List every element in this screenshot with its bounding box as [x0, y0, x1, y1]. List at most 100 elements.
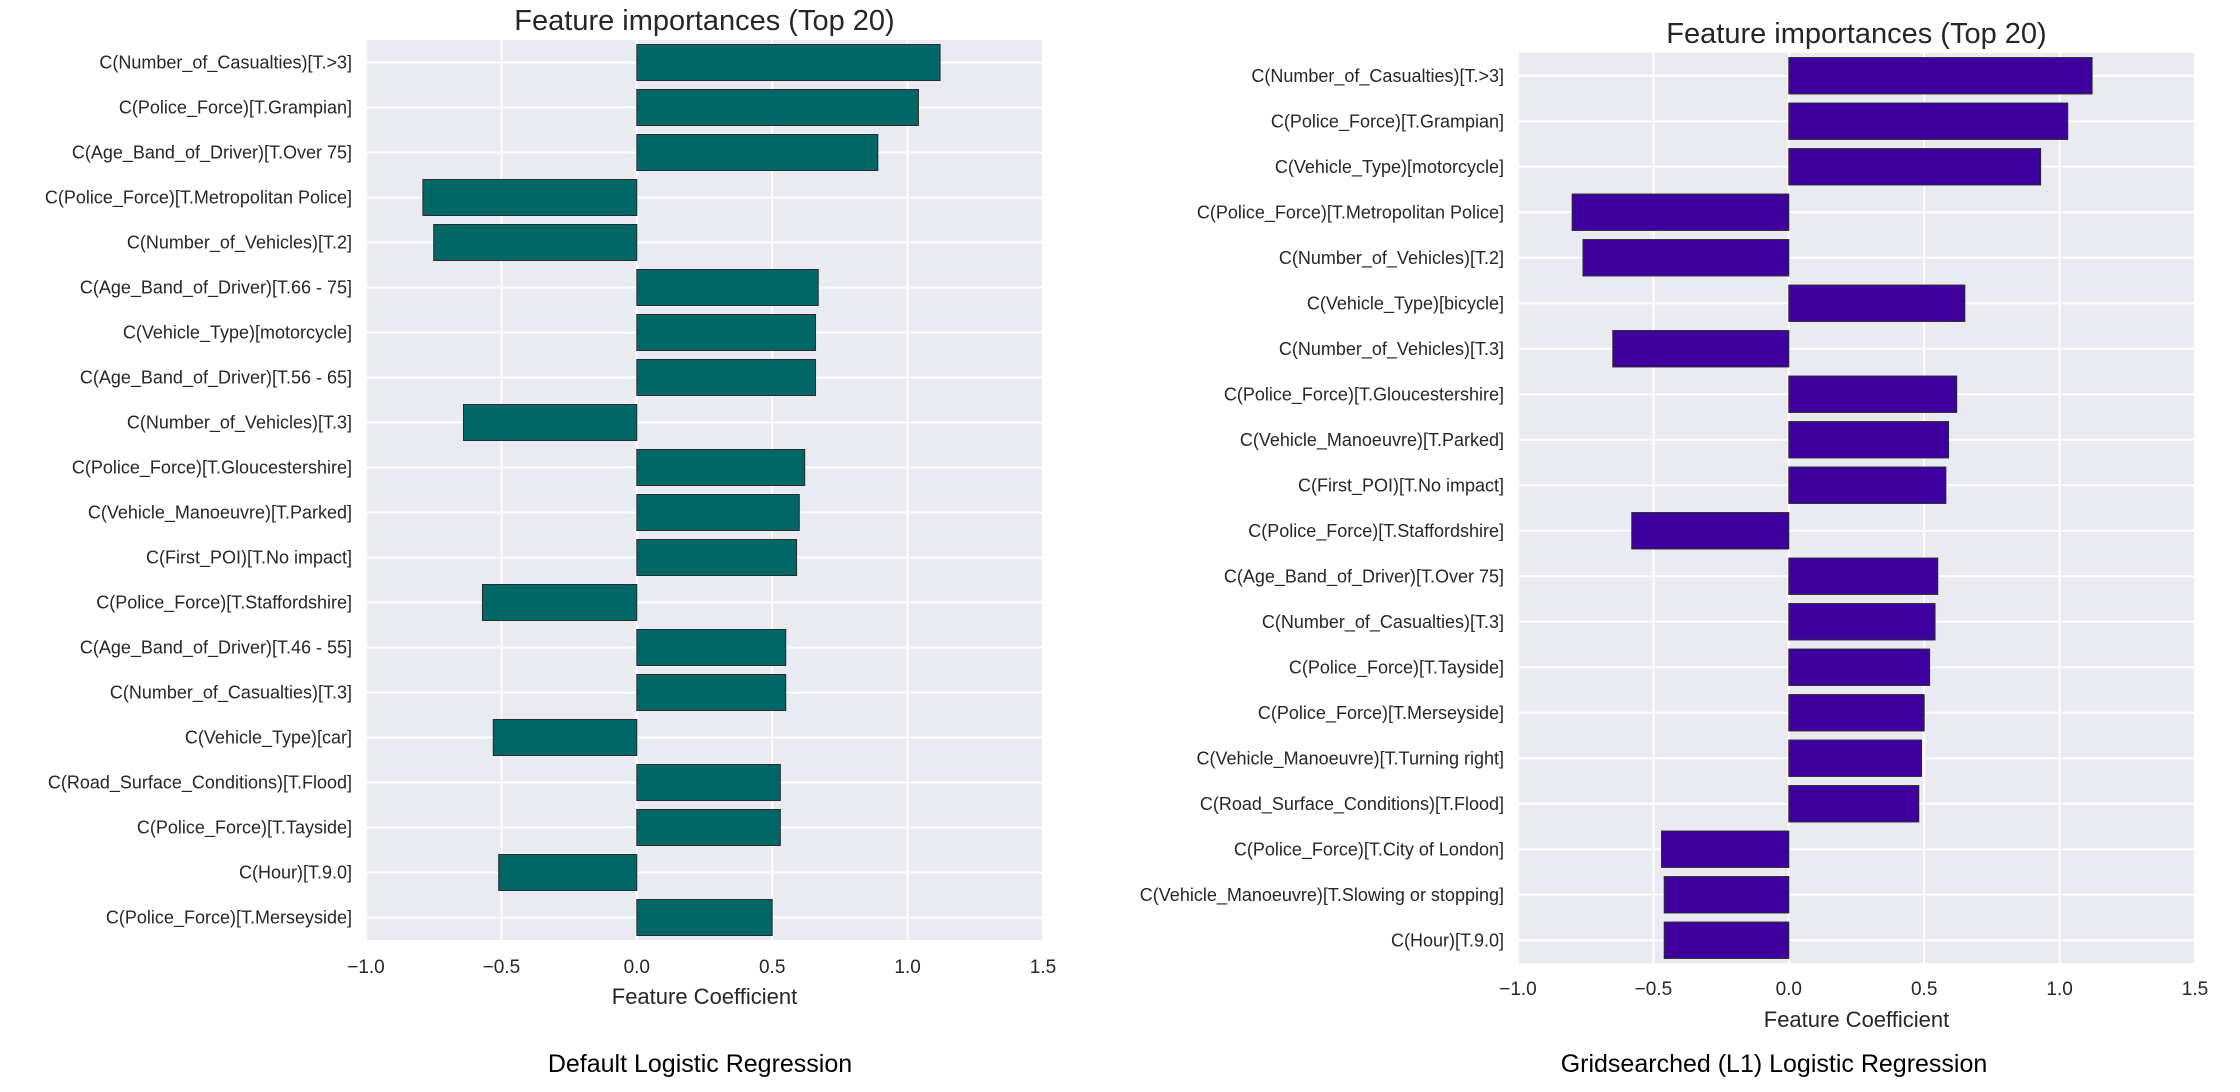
- x-tick-label: −0.5: [1635, 979, 1673, 1000]
- category-label: C(Vehicle_Manoeuvre)[T.Parked]: [88, 503, 352, 524]
- x-tick-label: 1.5: [1030, 957, 1056, 978]
- x-axis-label: Feature Coefficient: [612, 984, 797, 1009]
- bar: [636, 764, 781, 801]
- category-label: C(First_POI)[T.No impact]: [146, 548, 352, 569]
- chart-title: Feature importances (Top 20): [514, 5, 894, 37]
- bar: [636, 44, 941, 81]
- category-label: C(Number_of_Casualties)[T.>3]: [1251, 66, 1504, 87]
- bar: [492, 719, 638, 756]
- category-label: C(Age_Band_of_Driver)[T.46 - 55]: [80, 638, 352, 659]
- x-tick-label: 0.5: [1911, 979, 1937, 1000]
- category-label: C(Number_of_Casualties)[T.>3]: [99, 53, 352, 74]
- category-label: C(Police_Force)[T.Tayside]: [137, 818, 352, 839]
- bar: [1788, 57, 2093, 95]
- x-tick-label: 1.0: [894, 957, 920, 978]
- bar: [1788, 785, 1920, 823]
- bar: [1788, 421, 1950, 459]
- x-tick-label: 1.0: [2046, 979, 2072, 1000]
- x-tick-label: 0.0: [1776, 979, 1802, 1000]
- category-label: C(Police_Force)[T.Gloucestershire]: [1224, 384, 1504, 405]
- category-label: C(Police_Force)[T.Grampian]: [1271, 111, 1504, 132]
- chart-left: C(Number_of_Casualties)[T.>3] C(Police_Fo…: [45, 5, 1056, 1009]
- bar: [1788, 375, 1958, 413]
- category-label: C(Number_of_Vehicles)[T.2]: [127, 233, 352, 254]
- x-tick-label: 1.5: [2182, 979, 2208, 1000]
- category-label: C(Police_Force)[T.Merseyside]: [1258, 703, 1504, 724]
- category-label: C(Hour)[T.9.0]: [239, 863, 352, 883]
- category-label: C(Number_of_Casualties)[T.3]: [1262, 612, 1504, 633]
- category-label: C(Vehicle_Type)[motorcycle]: [1275, 157, 1504, 178]
- bar: [1788, 648, 1931, 686]
- bar: [1582, 239, 1790, 277]
- bar: [1571, 193, 1790, 231]
- category-label: C(Police_Force)[T.Grampian]: [119, 98, 352, 119]
- bar: [1663, 876, 1790, 914]
- category-label: C(Vehicle_Type)[bicycle]: [1307, 293, 1504, 314]
- bar: [636, 629, 787, 666]
- bar: [636, 359, 817, 396]
- bar: [636, 314, 817, 351]
- category-label: C(Police_Force)[T.Staffordshire]: [1248, 521, 1504, 542]
- bar: [636, 269, 819, 306]
- bar: [636, 674, 787, 711]
- x-tick-label: 0.5: [759, 957, 785, 978]
- category-label: C(Vehicle_Manoeuvre)[T.Turning right]: [1197, 748, 1504, 769]
- x-axis-label: Feature Coefficient: [1764, 1007, 1949, 1032]
- category-label: C(Age_Band_of_Driver)[T.Over 75]: [1224, 566, 1504, 587]
- caption-right: Gridsearched (L1) Logistic Regression: [1560, 1050, 1988, 1078]
- category-label: C(Police_Force)[T.Metropolitan Police]: [1197, 202, 1504, 223]
- bar: [636, 494, 800, 531]
- category-label: C(Police_Force)[T.Gloucestershire]: [72, 458, 352, 479]
- bar: [1788, 148, 2042, 186]
- chart-right: C(Number_of_Casualties)[T.>3] C(Police_Fo…: [1140, 18, 2208, 1032]
- category-label: C(Vehicle_Type)[motorcycle]: [123, 323, 352, 344]
- caption-left: Default Logistic Regression: [547, 1050, 853, 1078]
- x-tick-label: −1.0: [1499, 979, 1537, 1000]
- plot-area: [1518, 53, 2195, 963]
- bar: [433, 224, 638, 261]
- x-tick-label: −0.5: [483, 957, 521, 978]
- bar: [636, 539, 798, 576]
- category-label: C(Age_Band_of_Driver)[T.56 - 65]: [80, 368, 352, 389]
- category-label: C(Vehicle_Type)[car]: [185, 728, 352, 749]
- category-label: C(Age_Band_of_Driver)[T.66 - 75]: [80, 278, 352, 299]
- category-label: C(Police_Force)[T.Merseyside]: [106, 908, 352, 929]
- bar: [636, 449, 806, 486]
- bar: [636, 809, 781, 846]
- bar: [422, 179, 638, 216]
- bar: [462, 404, 638, 441]
- category-label: C(Police_Force)[T.Staffordshire]: [96, 593, 352, 614]
- bar: [1663, 921, 1790, 959]
- category-label: C(Hour)[T.9.0]: [1391, 930, 1504, 950]
- bar: [498, 854, 638, 891]
- category-label: C(Vehicle_Manoeuvre)[T.Parked]: [1240, 430, 1504, 451]
- bar: [636, 134, 879, 171]
- category-label: C(Number_of_Vehicles)[T.3]: [127, 413, 352, 434]
- bar: [636, 89, 919, 126]
- bar: [1788, 557, 1939, 595]
- category-label: C(Road_Surface_Conditions)[T.Flood]: [1200, 794, 1504, 815]
- bar: [1788, 603, 1936, 641]
- bar: [1788, 694, 1925, 732]
- category-label: C(Police_Force)[T.City of London]: [1234, 839, 1504, 860]
- bar: [1788, 739, 1922, 777]
- category-label: C(Police_Force)[T.Metropolitan Police]: [45, 188, 352, 209]
- category-label: C(Road_Surface_Conditions)[T.Flood]: [48, 773, 352, 794]
- category-label: C(First_POI)[T.No impact]: [1298, 475, 1504, 496]
- plot-area: [366, 40, 1043, 940]
- bar: [1612, 330, 1790, 368]
- chart-title: Feature importances (Top 20): [1666, 18, 2046, 50]
- category-label: C(Vehicle_Manoeuvre)[T.Slowing or stoppi…: [1140, 885, 1504, 906]
- bar: [1788, 102, 2069, 140]
- bar: [1788, 466, 1947, 504]
- bar: [481, 584, 638, 621]
- bar: [1631, 512, 1790, 550]
- bar: [1788, 284, 1966, 322]
- category-label: C(Number_of_Vehicles)[T.3]: [1279, 339, 1504, 360]
- x-tick-label: −1.0: [347, 957, 385, 978]
- category-label: C(Number_of_Casualties)[T.3]: [110, 683, 352, 704]
- bar: [636, 899, 773, 936]
- category-label: C(Number_of_Vehicles)[T.2]: [1279, 248, 1504, 269]
- bar: [1661, 830, 1790, 868]
